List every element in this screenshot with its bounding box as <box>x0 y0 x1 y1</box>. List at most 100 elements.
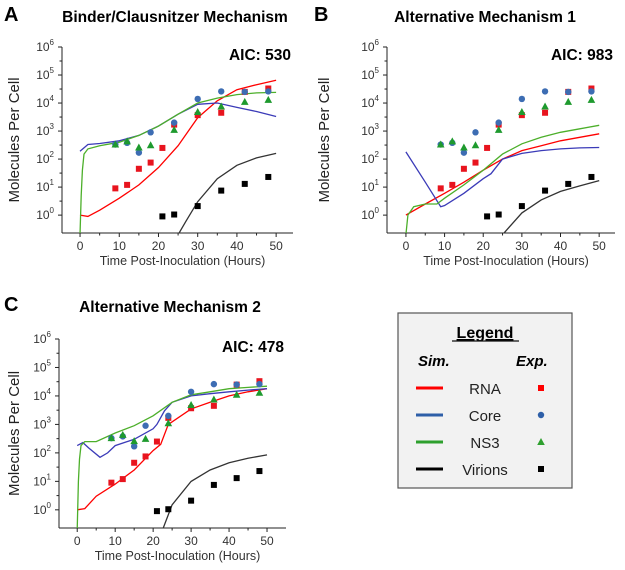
exp-point-rna <box>159 144 166 151</box>
sim-line-ns3 <box>405 124 600 233</box>
legend-label: NS3 <box>470 435 499 452</box>
exp-point-core <box>241 88 248 96</box>
exp-point-rna <box>147 159 154 166</box>
sim-line-virions <box>162 454 268 528</box>
aic-annotation: AIC: 478 <box>222 339 284 356</box>
exp-point-virions <box>542 187 549 194</box>
exp-point-virions <box>495 211 502 218</box>
exp-point-ns3 <box>187 401 195 409</box>
exp-point-ns3 <box>210 395 218 403</box>
y-tick-label: 104 <box>36 94 54 110</box>
legend-marker-swatch <box>537 438 545 445</box>
exp-point-virions <box>218 187 225 194</box>
exp-point-rna <box>119 476 126 483</box>
legend-marker-swatch <box>537 411 545 419</box>
x-tick-label: 10 <box>113 239 127 253</box>
exp-point-rna <box>437 185 444 192</box>
y-tick-label: 106 <box>36 38 54 54</box>
exp-point-ns3 <box>541 102 549 110</box>
legend-sim-header: Sim. <box>418 353 450 370</box>
exp-point-virions <box>241 180 248 187</box>
exp-point-core <box>135 149 143 156</box>
y-tick-label: 102 <box>33 444 51 460</box>
exp-point-virions <box>188 497 195 504</box>
x-tick-label: 30 <box>184 534 198 548</box>
exp-point-rna <box>210 402 217 409</box>
legend-item-ns3: NS3 <box>416 435 545 452</box>
x-tick-label: 20 <box>477 239 491 253</box>
exp-point-core <box>233 381 240 388</box>
y-tick-label: 103 <box>361 122 379 138</box>
exp-point-rna <box>460 165 467 172</box>
exp-point-ns3 <box>471 141 480 149</box>
exp-point-virions <box>256 468 263 475</box>
x-tick-label: 40 <box>230 239 244 253</box>
exp-point-core <box>265 88 272 95</box>
exp-point-virions <box>171 211 178 218</box>
exp-point-core <box>518 95 526 103</box>
x-tick-label: 10 <box>438 239 452 253</box>
exp-point-virions <box>153 508 160 515</box>
exp-point-ns3 <box>135 143 143 151</box>
exp-point-ns3 <box>232 390 241 398</box>
exp-point-rna <box>449 181 456 188</box>
exp-point-core <box>165 412 172 420</box>
exp-point-virions <box>565 180 572 187</box>
plot-area <box>76 378 268 528</box>
sim-line-core <box>405 146 600 208</box>
x-tick-label: 50 <box>592 239 606 253</box>
y-axis-label: Molecules Per Cell <box>316 77 333 202</box>
chart-title: Binder/Clausnitzer Mechanism <box>62 9 288 26</box>
y-tick-label: 103 <box>33 415 51 431</box>
y-tick-label: 105 <box>33 358 51 374</box>
exp-point-ns3 <box>587 95 596 103</box>
exp-point-ns3 <box>164 419 173 427</box>
sim-line-rna <box>77 388 268 511</box>
exp-point-core <box>187 388 195 395</box>
y-tick-label: 101 <box>361 178 379 194</box>
exp-point-ns3 <box>217 102 226 110</box>
y-tick-label: 103 <box>36 122 54 138</box>
panel-letter: C <box>4 294 18 316</box>
exp-point-core <box>460 149 468 156</box>
exp-point-core <box>194 95 201 103</box>
x-tick-label: 50 <box>260 534 274 548</box>
exp-point-rna <box>218 109 225 116</box>
aic-annotation: AIC: 983 <box>551 47 613 64</box>
exp-point-virions <box>265 173 272 180</box>
exp-point-rna <box>124 181 131 188</box>
exp-point-rna <box>518 112 525 119</box>
y-tick-label: 102 <box>361 150 379 166</box>
exp-point-ns3 <box>130 437 138 445</box>
exp-point-rna <box>188 405 195 412</box>
exp-point-virions <box>233 475 240 482</box>
sim-line-core <box>76 388 268 459</box>
legend-marker-swatch <box>538 466 544 472</box>
exp-point-ns3 <box>107 434 116 442</box>
sim-line-ns3 <box>76 385 268 528</box>
exp-point-core <box>541 88 549 95</box>
x-axis-label: Time Post-Inoculation (Hours) <box>95 549 261 563</box>
plot-area <box>79 79 277 233</box>
y-tick-label: 100 <box>33 501 51 517</box>
exp-point-core <box>495 119 502 126</box>
y-tick-label: 101 <box>33 472 51 488</box>
exp-point-virions <box>588 173 595 180</box>
panel-b: B Alternative Mechanism 1 AIC: 983 0 10 20 30 4… <box>314 4 615 268</box>
exp-point-ns3 <box>436 140 445 148</box>
sim-line-virions <box>503 179 600 233</box>
y-tick-label: 104 <box>33 387 51 403</box>
x-axis-label: Time Post-Inoculation (Hours) <box>423 254 589 268</box>
exp-point-virions <box>159 213 166 220</box>
exp-point-rna <box>472 159 479 166</box>
exp-point-rna <box>142 453 149 460</box>
legend-item-core: Core <box>416 408 545 425</box>
sim-line-ns3 <box>79 91 277 233</box>
legend-exp-header: Exp. <box>516 353 548 370</box>
plot-area <box>405 85 600 233</box>
exp-point-core <box>472 129 479 136</box>
exp-point-core <box>147 129 154 136</box>
x-tick-label: 0 <box>74 534 81 548</box>
exp-point-virions <box>518 203 525 210</box>
